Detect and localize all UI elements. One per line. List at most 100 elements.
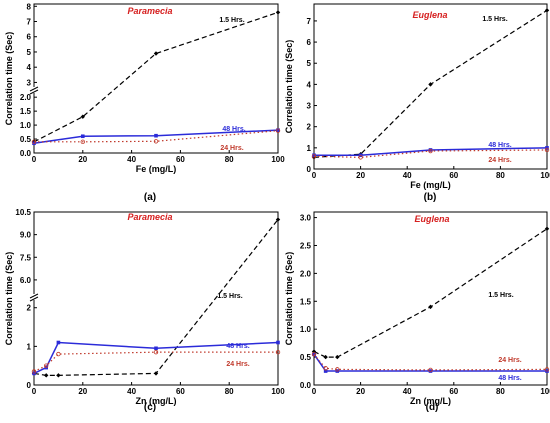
x-tick-label: 0 (32, 387, 37, 396)
data-point (56, 340, 61, 345)
x-tick-label: 80 (496, 171, 505, 180)
data-point (428, 82, 433, 87)
data-point (275, 217, 281, 222)
panel-label: (d) (426, 402, 439, 413)
data-point (154, 346, 158, 351)
y-axis-title: Correlation time (Sec) (284, 40, 294, 134)
series-label: 24 Hrs. (498, 357, 521, 364)
y-tick-label: 2.0 (300, 269, 312, 278)
chart-panel-c: 0 20 40 60 80 100 0 1 2 6.0 7.5 9.0 10.5 Zn (mg/L) Cor… (4, 208, 285, 413)
x-tick-label: 0 (312, 171, 317, 180)
series-line (313, 149, 548, 158)
data-point (544, 8, 550, 13)
chart-title: Euglena (412, 10, 447, 20)
data-point (275, 10, 281, 15)
panel-label: (c) (144, 402, 156, 413)
series-label: 1.5 Hrs. (219, 17, 244, 24)
plot-frame (313, 211, 548, 386)
data-point (153, 371, 159, 376)
plot-frame (33, 3, 279, 154)
y-tick-label: 4 (307, 80, 312, 89)
x-tick-label: 40 (403, 171, 412, 180)
y-tick-label: 10.5 (15, 208, 31, 217)
series-label: 48 Hrs. (222, 126, 245, 133)
y-axis-title: Correlation time (Sec) (4, 252, 14, 346)
series-line (33, 351, 278, 373)
y-tick-label: 3 (307, 102, 312, 111)
data-point (311, 352, 317, 357)
y-tick-label: 2 (27, 304, 32, 313)
data-point (544, 226, 550, 231)
series-label: 48 Hrs. (498, 375, 521, 382)
x-tick-label: 80 (225, 387, 234, 396)
data-point (428, 369, 433, 373)
data-point (428, 367, 433, 373)
series-label: 48 Hrs. (488, 142, 511, 149)
series-label: 1.5 Hrs. (482, 16, 507, 23)
y-tick-label: 2 (307, 123, 312, 132)
y-tick-label: 3 (27, 78, 32, 87)
axis-break-mark (29, 293, 39, 299)
data-point (80, 139, 85, 145)
x-axis-title: Fe (mg/L) (136, 164, 177, 174)
series-line (313, 353, 548, 371)
data-point (275, 349, 281, 355)
data-point (323, 354, 328, 360)
axis-break-mark (29, 89, 39, 95)
y-tick-label: 9.0 (20, 231, 32, 240)
chart-panel-d: 0 20 40 60 80 100 0.0 0.5 1.0 1.5 2.0 2.5 3.0 Zn (mg/… (284, 211, 550, 413)
series-label: 1.5 Hrs. (488, 292, 513, 299)
y-tick-label: 3.0 (300, 214, 312, 223)
x-tick-label: 60 (449, 387, 458, 396)
x-tick-label: 0 (312, 387, 317, 396)
data-point (323, 369, 328, 373)
y-tick-label: 8 (27, 2, 32, 11)
data-point (358, 155, 363, 160)
data-point (80, 114, 85, 119)
y-tick-label: 4 (27, 63, 32, 72)
y-tick-label: 1.5 (20, 107, 32, 116)
x-tick-label: 100 (540, 387, 550, 396)
series-line (314, 147, 548, 156)
x-tick-label: 100 (540, 171, 550, 180)
y-tick-label: 0.5 (300, 353, 312, 362)
data-point (44, 373, 49, 378)
y-tick-label: 7 (307, 17, 312, 26)
y-tick-label: 1 (27, 342, 32, 351)
series-label: 24 Hrs. (226, 361, 249, 368)
chart-panel-b: 0 20 40 60 80 100 0 1 2 3 4 5 6 7 Fe (mg/L) Correlation… (284, 3, 550, 203)
y-tick-label: 1.5 (300, 297, 312, 306)
plot-frame (313, 3, 548, 170)
x-axis-title: Zn (mg/L) (410, 396, 451, 406)
series-label: 24 Hrs. (488, 157, 511, 164)
y-tick-label: 2.5 (300, 241, 312, 250)
chart-title: Paramecia (127, 6, 172, 16)
y-tick-label: 0 (307, 165, 312, 174)
chart-panel-a: 0 20 40 60 80 100 0.0 0.5 1.0 1.5 2.0 3 4 5 6 7 8 Fe (mg/… (4, 2, 285, 203)
y-tick-label: 0 (27, 381, 32, 390)
data-point (31, 369, 37, 374)
y-tick-label: 5 (307, 59, 312, 68)
chart-title: Paramecia (127, 212, 172, 222)
data-point (32, 141, 36, 146)
panel-label: (b) (424, 192, 437, 203)
data-point (323, 366, 328, 371)
axis-break-mark (29, 86, 39, 92)
series-line (33, 11, 279, 143)
data-point (276, 340, 280, 345)
data-point (276, 128, 280, 132)
data-point (544, 367, 550, 372)
data-point (153, 51, 159, 56)
x-tick-label: 20 (356, 171, 365, 180)
x-tick-label: 100 (271, 155, 285, 164)
series-label: 24 Hrs. (220, 145, 243, 152)
series-line (33, 129, 279, 144)
y-tick-label: 6.0 (20, 276, 32, 285)
x-axis-title: Fe (mg/L) (410, 180, 451, 190)
y-tick-label: 1.0 (20, 121, 32, 130)
y-axis-title: Correlation time (Sec) (284, 252, 294, 346)
x-tick-label: 100 (271, 387, 285, 396)
panel-label: (a) (144, 192, 156, 203)
x-tick-label: 40 (403, 387, 412, 396)
